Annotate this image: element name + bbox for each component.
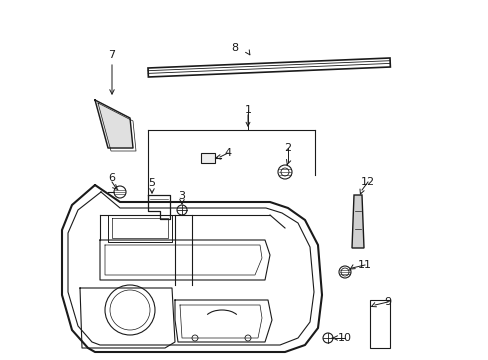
Text: 11: 11	[357, 260, 371, 270]
Polygon shape	[351, 195, 363, 248]
Text: 5: 5	[148, 178, 155, 188]
Polygon shape	[95, 100, 133, 148]
Text: 8: 8	[231, 43, 238, 53]
Text: 7: 7	[108, 50, 115, 60]
Text: 12: 12	[360, 177, 374, 187]
Text: 4: 4	[224, 148, 231, 158]
Text: 10: 10	[337, 333, 351, 343]
Text: 6: 6	[108, 173, 115, 183]
Text: 3: 3	[178, 191, 185, 201]
Text: 1: 1	[244, 105, 251, 115]
Text: 2: 2	[284, 143, 291, 153]
Bar	[201, 153, 215, 163]
Text: 9: 9	[384, 297, 391, 307]
